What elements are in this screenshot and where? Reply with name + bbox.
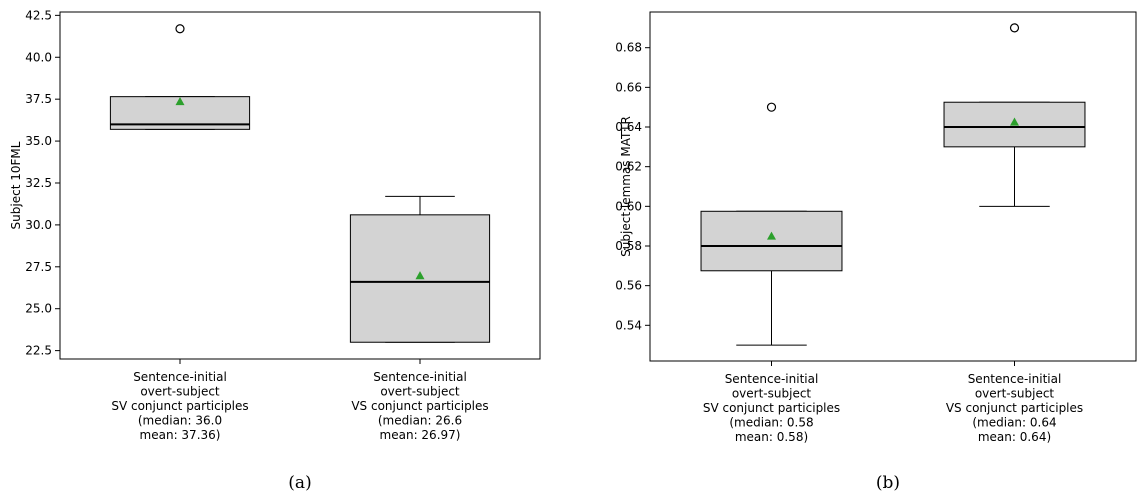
y-tick-label: 0.60 [615,199,642,213]
outlier-point [766,102,777,112]
x-tick-label: Sentence-initial [133,370,227,384]
y-tick-label: 32.5 [25,176,52,190]
x-tick-label: overt-subject [140,385,220,399]
x-tick-label: (median: 36.0 [138,414,222,428]
panel-caption: (a) [288,473,311,493]
x-tick-label: (median: 0.58 [729,416,813,430]
box-1 [109,24,251,130]
mean-marker [767,231,776,240]
mean-marker [415,271,425,280]
mean-marker [1010,117,1019,126]
outlier-point [175,24,185,34]
y-tick-label: 35.0 [25,134,52,148]
x-tick-label: mean: 0.64) [978,430,1051,444]
outlier-point [1009,23,1020,33]
y-tick-label: 27.5 [25,260,52,274]
y-tick-label: 0.64 [615,120,642,134]
y-axis-label: Subject 10FML [9,141,23,229]
y-tick-label: 37.5 [25,92,52,106]
y-tick-label: 42.5 [25,8,52,22]
y-tick-label: 0.66 [615,80,642,94]
y-axis-label: Subject lemmas MATTR [619,116,633,257]
x-tick-label: (median: 26.6 [378,414,462,428]
y-tick-label: 40.0 [25,50,52,64]
x-tick-label: (median: 0.64 [972,416,1056,430]
box-iqr [700,210,843,272]
y-tick-label: 22.5 [25,344,52,358]
axes-frame [59,11,541,360]
box-2 [349,195,491,343]
x-tick-label: Sentence-initial [968,372,1062,386]
boxplot-panel-a: 22.5 25.0 27.5 30.0 32.5 35.0 37.5 40.0 42.5 Subj… [9,8,541,493]
y-tick-label: 30.0 [25,218,52,232]
box-1 [700,102,843,346]
y-tick-label: 25.0 [25,302,52,316]
x-tick-label: VS conjunct participles [351,399,488,413]
x-tick-label: Sentence-initial [373,370,467,384]
x-tick-label: mean: 37.36) [140,428,221,442]
x-tick-label: SV conjunct participles [111,399,248,413]
y-tick-label: 0.68 [615,41,642,55]
x-tick-label: VS conjunct participles [946,401,1083,415]
x-tick-label: overt-subject [380,385,460,399]
y-tick-label: 0.58 [615,239,642,253]
x-tick-label: overt-subject [975,387,1055,401]
box-2 [943,23,1086,207]
y-tick-label: 0.56 [615,279,642,293]
mean-marker [175,97,185,106]
x-tick-label: SV conjunct participles [703,401,840,415]
axes-frame [649,11,1137,362]
x-tick-label: Sentence-initial [725,372,819,386]
y-tick-label: 0.54 [615,318,642,332]
y-tick-label: 0.62 [615,160,642,174]
x-tick-label: mean: 0.58) [735,430,808,444]
boxplot-panel-b: 0.54 0.56 0.58 0.60 0.62 0.64 0.66 0.68 Subject … [615,11,1137,493]
x-tick-label: mean: 26.97) [380,428,461,442]
panel-caption: (b) [876,473,900,493]
x-tick-label: overt-subject [732,387,812,401]
